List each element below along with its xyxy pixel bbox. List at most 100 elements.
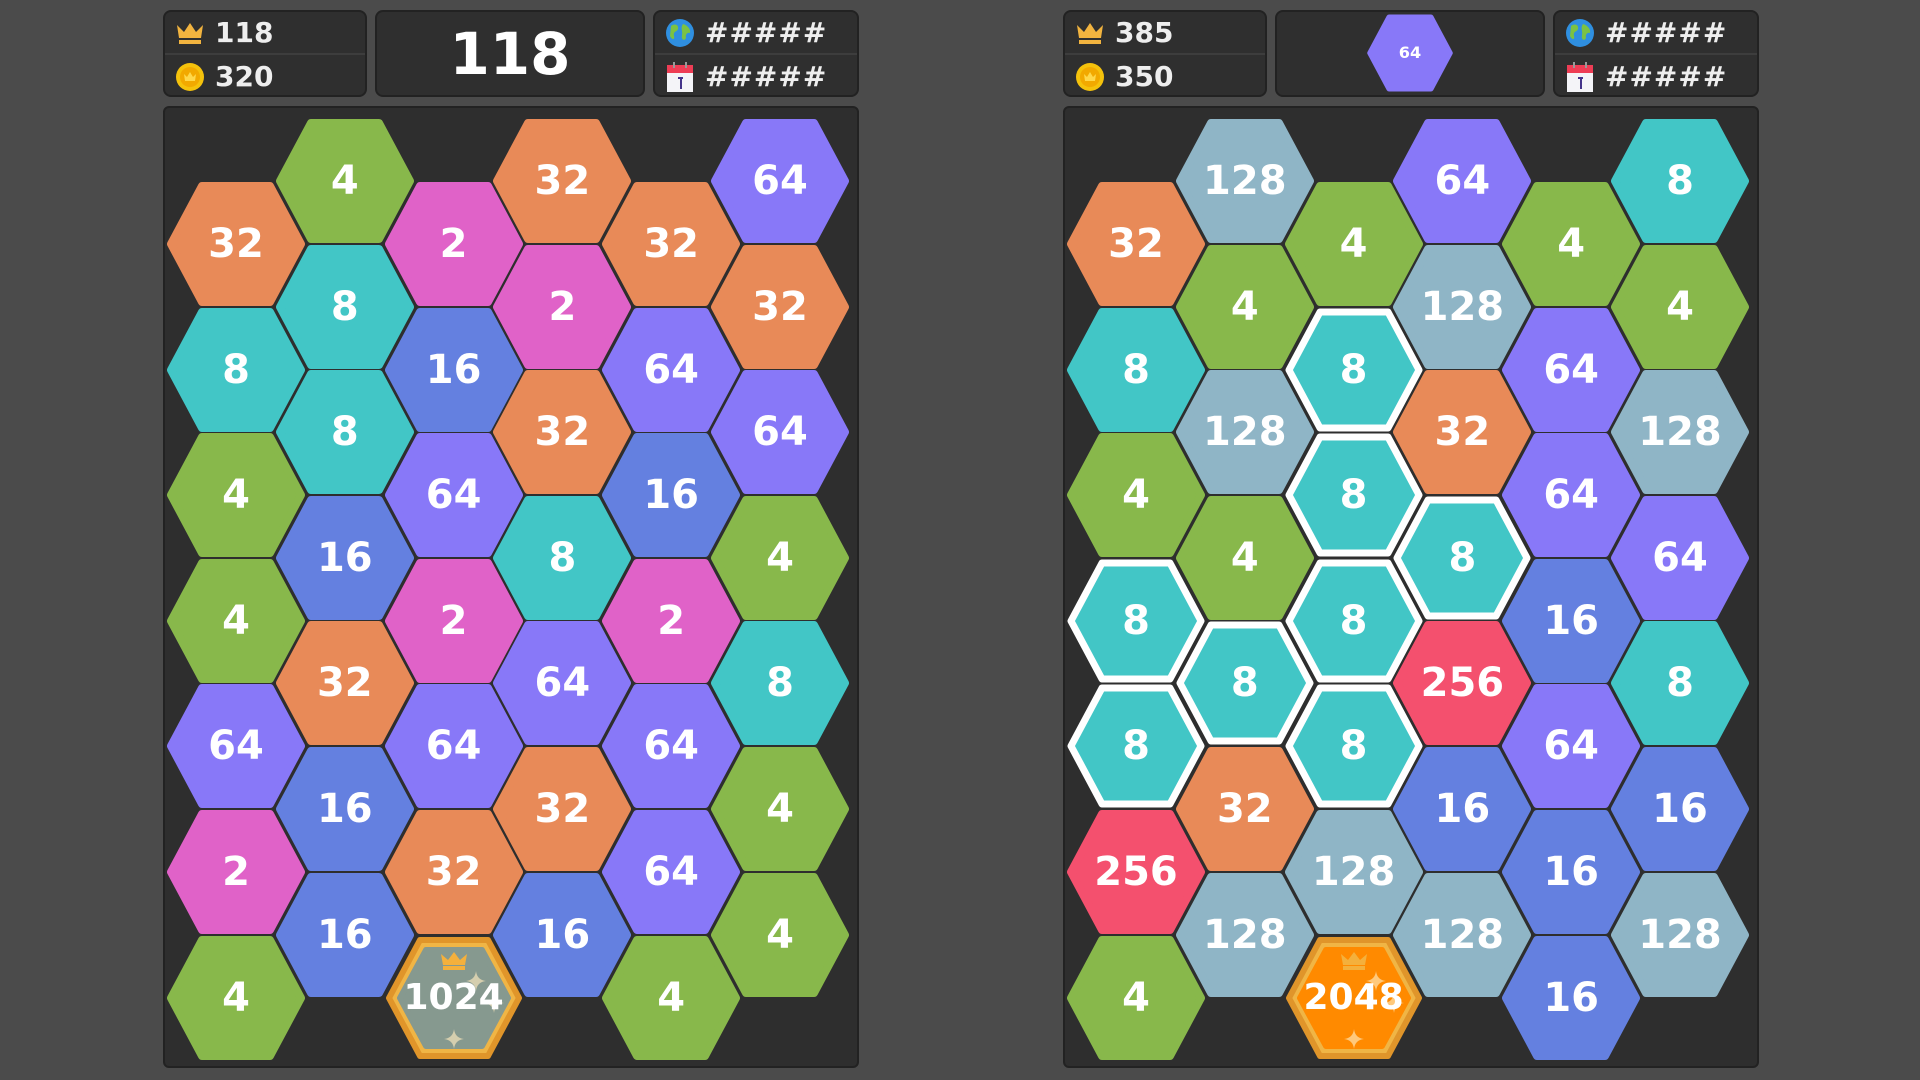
hex-tile-64[interactable]: 64 bbox=[1502, 684, 1641, 809]
hex-tile-32[interactable]: 32 bbox=[1067, 182, 1205, 306]
hex-tile-2[interactable]: 2 bbox=[384, 558, 523, 683]
hex-tile-8[interactable]: 8 bbox=[1067, 684, 1205, 808]
hex-tile-64[interactable]: 64 bbox=[602, 307, 741, 432]
hex-tile-32[interactable]: 32 bbox=[384, 810, 523, 934]
hex-tile-32[interactable]: 32 bbox=[602, 182, 741, 306]
hex-tile-8[interactable]: 8 bbox=[1285, 308, 1423, 432]
hex-tile-256[interactable]: 256 bbox=[1393, 621, 1532, 746]
hex-tile-4[interactable]: 4 bbox=[1067, 935, 1205, 1060]
hex-shape bbox=[1285, 559, 1423, 683]
hex-tile-128[interactable]: 128 bbox=[1393, 244, 1532, 369]
hex-tile-8[interactable]: 8 bbox=[1611, 119, 1749, 243]
tile-value: 128 bbox=[1203, 158, 1287, 204]
hex-tile-64[interactable]: 64 bbox=[1502, 433, 1641, 558]
hex-tile-32[interactable]: 32 bbox=[493, 747, 632, 871]
hex-tile-8[interactable]: 8 bbox=[493, 495, 632, 620]
hex-tile-32[interactable]: 32 bbox=[493, 119, 632, 243]
tile-value: 32 bbox=[534, 786, 591, 832]
rank-box: ##### ##### bbox=[653, 10, 859, 97]
hex-tile-32[interactable]: 32 bbox=[275, 621, 414, 746]
hex-tile-16[interactable]: 16 bbox=[1502, 558, 1641, 683]
hex-tile-4[interactable]: 4 bbox=[711, 495, 849, 620]
hex-tile-16[interactable]: 16 bbox=[275, 872, 414, 997]
hex-tile-2[interactable]: 2 bbox=[384, 182, 523, 306]
hex-shape bbox=[167, 307, 305, 432]
hex-tile-8[interactable]: 8 bbox=[1285, 684, 1423, 808]
hex-tile-8[interactable]: 8 bbox=[1611, 621, 1749, 746]
hex-tile-64[interactable]: 64 bbox=[167, 684, 305, 809]
hex-tile-16[interactable]: 16 bbox=[493, 872, 632, 997]
hex-tile-4[interactable]: 4 bbox=[167, 935, 305, 1060]
hex-tile-128[interactable]: 128 bbox=[1175, 119, 1314, 243]
hex-tile-128[interactable]: 128 bbox=[1284, 810, 1423, 934]
hex-tile-4[interactable]: 4 bbox=[602, 935, 741, 1060]
hex-tile-16[interactable]: 16 bbox=[1393, 747, 1532, 871]
hex-shape bbox=[1611, 872, 1749, 997]
hex-tile-4[interactable]: 4 bbox=[1611, 244, 1749, 369]
hex-tile-64[interactable]: 64 bbox=[602, 810, 741, 934]
hex-tile-32[interactable]: 32 bbox=[711, 244, 849, 369]
hex-tile-128[interactable]: 128 bbox=[1175, 370, 1314, 495]
hex-tile-4[interactable]: 4 bbox=[1175, 495, 1314, 620]
hex-tile-16[interactable]: 16 bbox=[275, 495, 414, 620]
hex-tile-8[interactable]: 8 bbox=[711, 621, 849, 746]
hex-tile-16[interactable]: 16 bbox=[384, 307, 523, 432]
hex-tile-256[interactable]: 256 bbox=[1067, 810, 1205, 934]
hex-tile-32[interactable]: 32 bbox=[493, 370, 632, 495]
hex-tile-32[interactable]: 32 bbox=[1175, 747, 1314, 871]
hex-tile-16[interactable]: 16 bbox=[1611, 747, 1749, 871]
hex-tile-8[interactable]: 8 bbox=[275, 370, 414, 495]
hex-tile-2[interactable]: 2 bbox=[167, 810, 305, 934]
tile-value: 4 bbox=[1230, 534, 1259, 581]
hex-tile-4[interactable]: 4 bbox=[167, 433, 305, 558]
hex-tile-32[interactable]: 32 bbox=[1393, 370, 1532, 495]
hex-tile-8[interactable]: 8 bbox=[1067, 307, 1205, 432]
hex-tile-64[interactable]: 64 bbox=[1502, 307, 1641, 432]
hex-tile-64[interactable]: 64 bbox=[493, 621, 632, 746]
hex-tile-1024[interactable]: 1024 bbox=[385, 936, 522, 1059]
hex-board[interactable]: 32 8 4 8 8 256 4 128 4 128 4 8 32 128 4 8 8 8 8 128 2048 64 12… bbox=[1063, 106, 1759, 1068]
hex-tile-4[interactable]: 4 bbox=[1175, 244, 1314, 369]
hex-tile-128[interactable]: 128 bbox=[1611, 872, 1749, 997]
hex-tile-16[interactable]: 16 bbox=[275, 747, 414, 871]
hex-tile-8[interactable]: 8 bbox=[1067, 559, 1205, 683]
hex-tile-8[interactable]: 8 bbox=[275, 244, 414, 369]
hex-shape bbox=[1393, 621, 1532, 746]
tile-value: 4 bbox=[330, 158, 359, 204]
hex-tile-64[interactable]: 64 bbox=[711, 119, 849, 243]
hex-tile-4[interactable]: 4 bbox=[275, 119, 414, 243]
hex-tile-8[interactable]: 8 bbox=[167, 307, 305, 432]
hex-tile-4[interactable]: 4 bbox=[1284, 182, 1423, 306]
hex-tile-128[interactable]: 128 bbox=[1611, 370, 1749, 495]
hex-tile-64[interactable]: 64 bbox=[711, 370, 849, 495]
hex-tile-8[interactable]: 8 bbox=[1285, 559, 1423, 683]
hex-tile-8[interactable]: 8 bbox=[1393, 496, 1531, 620]
hex-tile-8[interactable]: 8 bbox=[1285, 433, 1423, 557]
hex-tile-16[interactable]: 16 bbox=[1502, 935, 1641, 1060]
hex-tile-64[interactable]: 64 bbox=[1393, 119, 1532, 243]
hex-tile-16[interactable]: 16 bbox=[1502, 810, 1641, 934]
hex-tile-64[interactable]: 64 bbox=[384, 684, 523, 809]
hex-tile-4[interactable]: 4 bbox=[167, 558, 305, 683]
tile-value: 8 bbox=[548, 534, 577, 581]
hex-board[interactable]: 32 8 4 4 64 2 4 4 8 8 16 32 16 16 2 16 64 2 64 32 1024 32 2 32 8… bbox=[163, 106, 859, 1068]
hex-tile-64[interactable]: 64 bbox=[602, 684, 741, 809]
hex-tile-2[interactable]: 2 bbox=[493, 244, 632, 369]
hex-tile-64[interactable]: 64 bbox=[1611, 495, 1749, 620]
hex-tile-4[interactable]: 4 bbox=[1502, 182, 1641, 306]
hex-tile-128[interactable]: 128 bbox=[1393, 872, 1532, 997]
hex-tile-4[interactable]: 4 bbox=[711, 747, 849, 871]
tile-value: 128 bbox=[1638, 409, 1722, 456]
tile-value: 64 bbox=[1543, 472, 1600, 519]
hex-tile-4[interactable]: 4 bbox=[711, 872, 849, 997]
hex-tile-4[interactable]: 4 bbox=[1067, 433, 1205, 558]
hex-shape bbox=[1175, 244, 1314, 369]
hex-tile-2048[interactable]: 2048 bbox=[1285, 936, 1422, 1059]
hex-tile-8[interactable]: 8 bbox=[1176, 621, 1314, 745]
hex-tile-16[interactable]: 16 bbox=[602, 433, 741, 558]
hex-tile-128[interactable]: 128 bbox=[1175, 872, 1314, 997]
hex-tile-2[interactable]: 2 bbox=[602, 558, 741, 683]
hex-tile-64[interactable]: 64 bbox=[384, 433, 523, 558]
tile-value: 256 bbox=[1420, 660, 1505, 707]
hex-tile-32[interactable]: 32 bbox=[167, 182, 305, 306]
